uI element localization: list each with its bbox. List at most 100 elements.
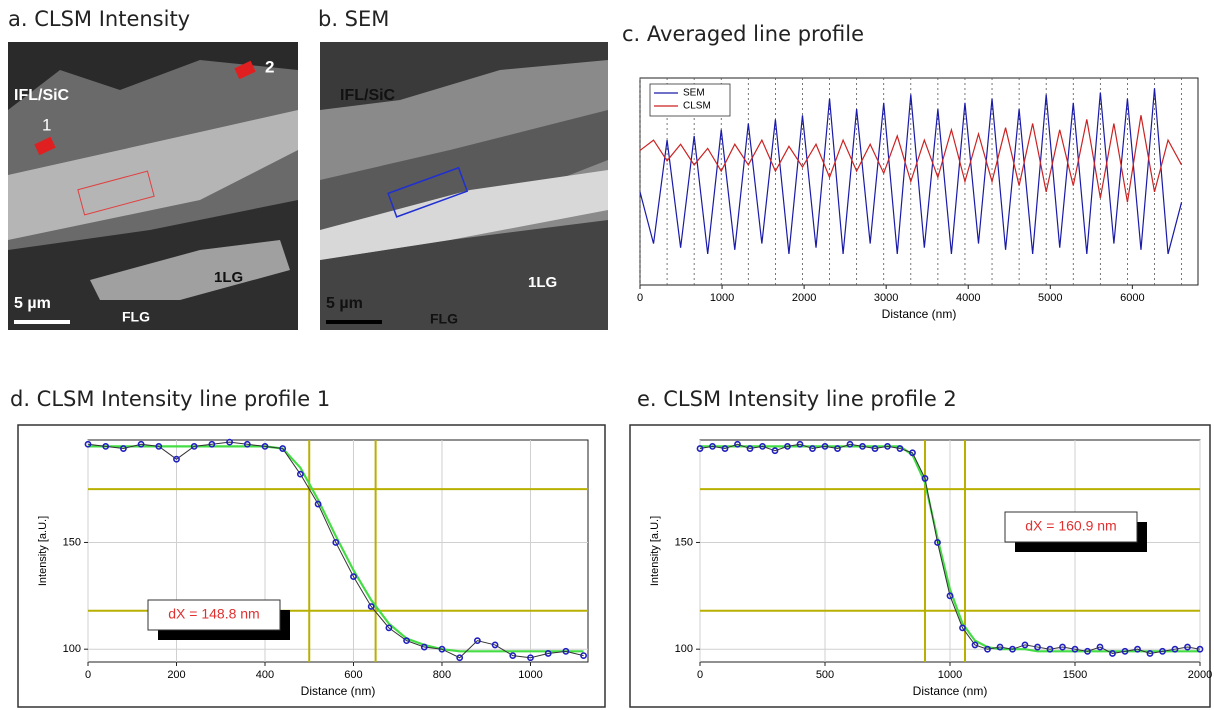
data-point xyxy=(971,641,979,649)
data-point xyxy=(243,440,251,448)
image-label: 1LG xyxy=(528,274,557,291)
roi xyxy=(77,170,155,216)
region xyxy=(8,110,298,240)
data-point xyxy=(1021,641,1029,649)
legend-label: CLSM xyxy=(683,101,711,112)
x-tick-label: 2000 xyxy=(1188,669,1212,681)
annotation-box xyxy=(147,599,281,631)
scale-bar-label: 5 µm xyxy=(14,295,51,312)
data-point xyxy=(884,443,891,450)
data-point xyxy=(1159,647,1166,655)
series-line xyxy=(699,443,1201,654)
annotation-box xyxy=(1004,511,1138,543)
data-point xyxy=(934,539,941,546)
y-tick-label: 150 xyxy=(63,536,81,548)
image-label: IFL/SiC xyxy=(340,87,396,104)
data-point xyxy=(909,449,916,457)
data-point xyxy=(996,643,1004,651)
data-point xyxy=(208,440,216,448)
x-axis-label: Distance (nm) xyxy=(913,684,988,698)
data-point xyxy=(544,650,552,657)
x-tick-label: 600 xyxy=(344,669,362,681)
x-axis-label: Distance (nm) xyxy=(882,307,957,321)
data-point xyxy=(1046,645,1054,653)
x-tick-label: 5000 xyxy=(1038,292,1062,304)
x-tick-label: 6000 xyxy=(1120,292,1144,304)
image-label: FLG xyxy=(430,311,458,327)
data-point xyxy=(759,443,766,450)
x-tick-label: 800 xyxy=(433,669,451,681)
x-tick-label: 0 xyxy=(697,669,703,681)
data-point xyxy=(155,443,163,450)
data-point xyxy=(438,645,446,653)
data-point xyxy=(580,652,587,659)
data-point xyxy=(734,440,741,448)
series-line xyxy=(639,88,1183,255)
region xyxy=(320,220,608,330)
x-axis-label: Distance (nm) xyxy=(301,684,376,698)
data-point xyxy=(921,475,929,482)
data-point xyxy=(746,445,754,452)
x-tick-label: 3000 xyxy=(874,292,898,304)
data-point xyxy=(296,470,304,478)
data-point xyxy=(1059,643,1066,651)
image-label: 1 xyxy=(42,115,51,134)
data-point xyxy=(473,637,481,645)
data-point xyxy=(173,455,180,463)
data-point xyxy=(420,643,428,651)
data-point xyxy=(279,445,287,452)
image-label: 1LG xyxy=(214,269,243,286)
marker xyxy=(234,60,256,80)
data-point xyxy=(84,440,92,448)
x-tick-label: 400 xyxy=(256,669,274,681)
data-point xyxy=(721,445,729,452)
series-line xyxy=(700,445,1200,653)
data-point xyxy=(509,652,517,659)
data-point xyxy=(834,445,841,452)
annotation: dX = 148.8 nm xyxy=(168,606,259,622)
data-point xyxy=(403,637,410,645)
data-point xyxy=(821,443,829,450)
data-point xyxy=(137,440,145,448)
data-point xyxy=(226,438,233,446)
x-tick-label: 500 xyxy=(816,669,834,681)
data-point xyxy=(1146,650,1154,657)
data-point xyxy=(1096,643,1104,651)
data-point xyxy=(1071,645,1079,653)
data-point xyxy=(190,443,198,450)
data-point xyxy=(859,443,866,450)
y-tick-label: 100 xyxy=(675,643,693,655)
data-point xyxy=(491,641,499,649)
data-point xyxy=(527,654,534,662)
data-point xyxy=(771,447,779,455)
chart-title: e. CLSM Intensity line profile 2 xyxy=(637,387,957,411)
x-tick-label: 200 xyxy=(167,669,185,681)
data-point xyxy=(350,573,357,581)
image-label: 2 xyxy=(265,57,274,76)
panel-title: a. CLSM Intensity xyxy=(8,7,190,31)
y-tick-label: 150 xyxy=(675,536,693,548)
data-point xyxy=(456,654,464,662)
data-point xyxy=(809,445,816,452)
data-point xyxy=(959,624,966,632)
series-line xyxy=(639,115,1183,203)
data-point xyxy=(1121,647,1129,655)
x-tick-label: 1000 xyxy=(518,669,542,681)
image-label: FLG xyxy=(122,309,150,325)
data-point xyxy=(696,445,704,452)
series-line xyxy=(87,441,584,659)
data-point xyxy=(1009,645,1016,653)
data-point xyxy=(385,624,393,632)
roi xyxy=(387,166,469,218)
data-point xyxy=(562,647,570,655)
annotation: dX = 160.9 nm xyxy=(1025,518,1116,534)
data-point xyxy=(871,445,879,452)
x-tick-label: 0 xyxy=(637,292,643,304)
data-point xyxy=(314,500,322,508)
data-point xyxy=(784,443,791,450)
region xyxy=(8,42,298,110)
data-point xyxy=(1084,647,1091,655)
series-line xyxy=(88,445,584,653)
chart-title: c. Averaged line profile xyxy=(622,22,864,46)
